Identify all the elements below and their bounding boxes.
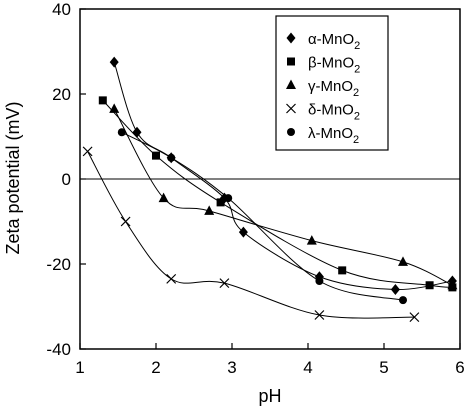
data-point-cross: [120, 216, 131, 227]
data-point-circle: [224, 194, 233, 203]
legend-label-subscript: 2: [354, 111, 360, 123]
y-tick-label: 20: [52, 85, 71, 104]
legend-label-text: λ-MnO: [308, 125, 353, 142]
data-point-square: [98, 96, 107, 105]
y-tick-label: 0: [62, 170, 71, 189]
data-point-triangle: [306, 235, 317, 245]
x-tick-label: 6: [455, 358, 464, 377]
data-point-square: [425, 281, 434, 290]
data-point-circle: [399, 296, 407, 305]
data-point-triangle: [204, 205, 215, 215]
data-point-diamond: [109, 56, 119, 68]
series-line-circle: [121, 131, 404, 301]
data-point-diamond: [390, 284, 400, 295]
legend-label-text: γ-MnO: [308, 78, 353, 95]
data-point-cross: [409, 312, 420, 323]
x-tick-label: 3: [227, 358, 236, 377]
y-axis-title: Zeta potential (mV): [3, 101, 23, 254]
data-point-cross: [314, 310, 325, 320]
legend-label: α-MnO2: [308, 31, 360, 52]
data-point-cross: [82, 146, 93, 157]
legend-label: γ-MnO2: [308, 78, 359, 99]
data-point-circle: [117, 128, 126, 137]
data-point-triangle: [158, 192, 169, 203]
legend-marker-square: [287, 57, 295, 66]
y-tick-label: -20: [46, 255, 71, 274]
x-tick-label: 5: [379, 358, 388, 377]
x-tick-label: 4: [303, 358, 312, 377]
legend-marker-triangle: [286, 79, 296, 89]
y-tick-label: -40: [46, 340, 71, 359]
data-point-cross: [219, 278, 230, 289]
legend-marker-circle: [287, 128, 295, 136]
data-point-square: [216, 198, 225, 207]
data-point-triangle: [109, 103, 120, 113]
legend-label-text: α-MnO: [308, 31, 354, 48]
legend-label-subscript: 2: [354, 40, 360, 52]
x-tick-label: 2: [151, 358, 160, 377]
data-point-diamond: [238, 226, 248, 238]
legend-label-text: δ-MnO: [308, 102, 354, 119]
data-point-square: [338, 266, 347, 275]
data-point-cross: [166, 273, 177, 284]
data-point-square: [152, 151, 160, 160]
legend-label-subscript: 2: [353, 87, 359, 99]
series-circle: [117, 128, 407, 305]
legend-label: δ-MnO2: [308, 102, 360, 123]
data-point-circle: [315, 277, 324, 285]
x-axis-title: pH: [258, 386, 281, 406]
y-tick-label: 40: [52, 0, 71, 19]
data-point-triangle: [447, 279, 458, 290]
series-line-cross: [87, 151, 415, 319]
x-tick-label: 1: [75, 358, 84, 377]
legend-marker-cross: [286, 103, 296, 114]
legend-label-subscript: 2: [354, 64, 360, 76]
series-cross: [82, 146, 420, 323]
legend-label: β-MnO2: [308, 55, 360, 76]
legend-label-subscript: 2: [353, 134, 359, 146]
legend-marker-diamond: [286, 32, 296, 44]
legend-label: λ-MnO2: [308, 125, 359, 146]
data-point-triangle: [398, 256, 408, 266]
series-triangle: [109, 103, 458, 290]
data-point-circle: [167, 153, 176, 162]
legend-label-text: β-MnO: [308, 55, 354, 72]
